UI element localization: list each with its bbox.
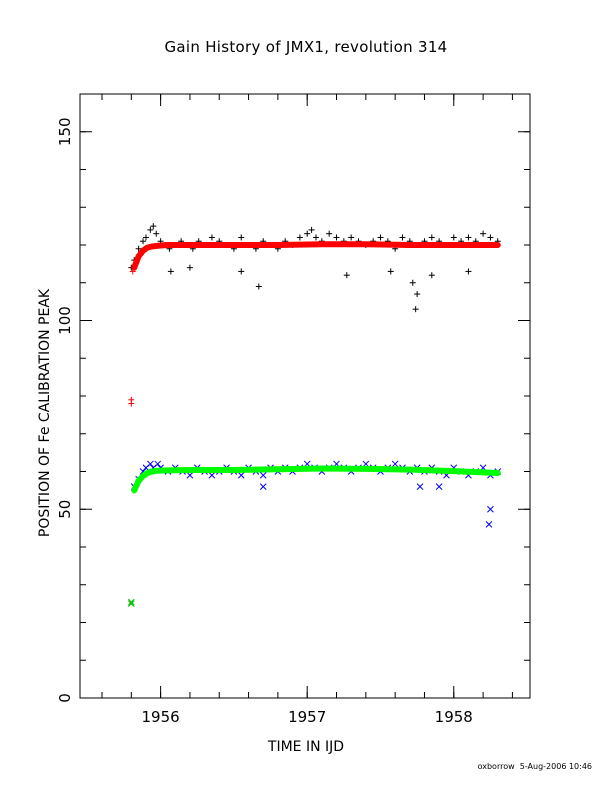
x-tick-label: 1956 (142, 708, 180, 726)
data-point (333, 234, 340, 241)
data-point (487, 505, 494, 513)
y-tick-label: 150 (56, 117, 74, 146)
data-point (304, 230, 311, 237)
data-point-stroke (127, 600, 135, 607)
data-point-stroke (259, 483, 267, 490)
data-point (259, 483, 267, 490)
data-point (487, 234, 494, 241)
data-point (343, 272, 350, 279)
x-tick-label: 1958 (435, 708, 473, 726)
data-point (312, 234, 319, 241)
data-point (326, 230, 333, 237)
data-point (128, 400, 135, 407)
data-point (238, 234, 245, 241)
y-tick-label: 50 (56, 500, 74, 519)
data-point (186, 471, 194, 479)
footer-credit: oxborrow 5-Aug-2006 10:46 (477, 762, 592, 771)
data-point (150, 223, 157, 230)
data-point (208, 471, 216, 479)
data-point (416, 483, 424, 490)
data-point (135, 245, 142, 252)
data-point (377, 234, 384, 241)
data-point (485, 520, 493, 528)
data-point (480, 230, 487, 237)
data-point (238, 268, 245, 275)
chart-title: Gain History of JMX1, revolution 314 (164, 38, 448, 56)
data-point (208, 234, 215, 241)
data-point (259, 471, 267, 479)
x-axis-label: TIME IN IJD (267, 739, 345, 755)
data-point (391, 460, 399, 468)
data-point-stroke (154, 460, 162, 468)
data-point (435, 483, 443, 490)
data-point-stroke (127, 598, 135, 606)
data-point (348, 234, 355, 241)
data-point (428, 272, 435, 279)
data-point (450, 234, 457, 241)
data-point (186, 264, 193, 271)
data-point (399, 234, 406, 241)
data-point (127, 598, 135, 606)
data-point-stroke (485, 520, 493, 528)
data-point-stroke (186, 471, 194, 479)
plot-axes (79, 93, 531, 699)
data-point (237, 471, 245, 479)
data-point (387, 268, 394, 275)
data-point (296, 234, 303, 241)
data-point-stroke (208, 471, 216, 479)
y-tick-label: 100 (56, 306, 74, 335)
data-point (140, 238, 147, 245)
data-point-stroke (487, 505, 494, 513)
fit-curve (131, 465, 501, 494)
data-point (412, 306, 419, 313)
data-point-stroke (237, 471, 245, 479)
data-point-stroke (139, 468, 147, 475)
data-point (255, 283, 262, 290)
data-point-stroke (147, 460, 154, 468)
data-point (153, 230, 160, 237)
data-point (147, 460, 154, 468)
data-point-stroke (259, 471, 267, 479)
data-point (142, 234, 149, 241)
plot-marks (127, 223, 502, 607)
data-point (154, 460, 162, 468)
data-point (465, 268, 472, 275)
fit-curve (131, 241, 501, 271)
data-point (414, 291, 421, 298)
plot-frame (79, 93, 531, 699)
data-point-stroke (416, 483, 424, 490)
x-tick-label: 1957 (288, 708, 326, 726)
data-point (428, 234, 435, 241)
y-axis-label: POSITION OF Fe CALIBRATION PEAK (37, 288, 53, 537)
data-point-stroke (391, 460, 399, 468)
data-point (167, 268, 174, 275)
y-tick-label: 0 (56, 693, 74, 703)
data-point (147, 226, 154, 233)
data-point (308, 226, 315, 233)
data-point (127, 600, 135, 607)
data-point-stroke (435, 483, 443, 490)
data-point (465, 234, 472, 241)
data-point (409, 279, 416, 286)
plot-labels: 1956 1957 1958 0 50 100 150 (56, 117, 473, 726)
